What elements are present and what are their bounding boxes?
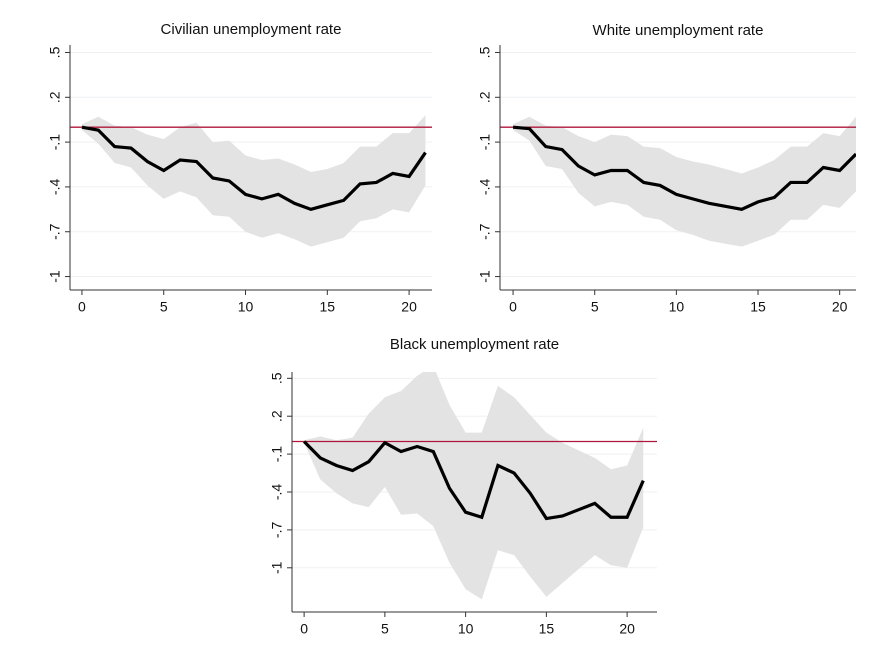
y-tick-label: -.1 [477, 134, 493, 151]
x-tick-label: 10 [458, 621, 474, 637]
chart-title: Civilian unemployment rate [161, 21, 342, 38]
panel: Civilian unemployment rate .5 .2 -.1 -.4 -.7 -… [47, 21, 432, 315]
x-tick-label: 15 [320, 299, 336, 315]
x-tick-label: 0 [300, 621, 308, 637]
y-tick-label: .5 [269, 372, 285, 384]
plot-area [292, 372, 657, 600]
x-tick-label: 5 [591, 299, 599, 315]
y-tick-label: .2 [477, 91, 493, 103]
y-tick-label: .2 [47, 91, 63, 103]
y-tick-label: -1 [477, 270, 493, 283]
x-tick-label: 0 [509, 299, 517, 315]
line [81, 125, 427, 212]
y-tick-label: -.7 [269, 522, 285, 539]
y-tick-label: -1 [47, 270, 63, 283]
chart-title: White unemployment rate [593, 22, 764, 39]
y-tick-label: -.1 [47, 134, 63, 151]
y-tick-label: -.4 [477, 179, 493, 196]
panel: White unemployment rate .5 .2 -.1 -.4 -.7 -1 0 5… [477, 22, 856, 315]
panel: Black unemployment rate .5 .2 -.1 -.4 -.7 -1 0 5… [269, 336, 657, 637]
x-tick-label: 15 [750, 299, 766, 315]
x-tick-label: 20 [832, 299, 848, 315]
x-tick-label: 5 [160, 299, 168, 315]
y-tick-label: .5 [477, 46, 493, 58]
y-tick-label: -.7 [47, 223, 63, 240]
confidence-band [81, 115, 426, 247]
chart-title: Black unemployment rate [390, 336, 559, 353]
line [512, 125, 856, 211]
y-tick-label: -.4 [269, 484, 285, 501]
x-tick-label: 5 [381, 621, 389, 637]
x-tick-label: 15 [539, 621, 555, 637]
y-tick-label: -.1 [269, 446, 285, 463]
x-tick-label: 20 [401, 299, 417, 315]
y-tick-label: -.4 [47, 179, 63, 196]
line [302, 440, 645, 521]
x-tick-label: 10 [669, 299, 685, 315]
confidence-band [304, 372, 644, 600]
plot-area [500, 116, 856, 247]
confidence-band [513, 116, 856, 247]
plot-area [70, 115, 432, 247]
y-tick-label: -1 [269, 561, 285, 574]
x-tick-label: 0 [78, 299, 86, 315]
y-tick-label: .5 [47, 46, 63, 58]
y-tick-label: .2 [269, 410, 285, 422]
y-tick-label: -.7 [477, 223, 493, 240]
x-tick-label: 20 [619, 621, 635, 637]
x-tick-label: 10 [238, 299, 254, 315]
